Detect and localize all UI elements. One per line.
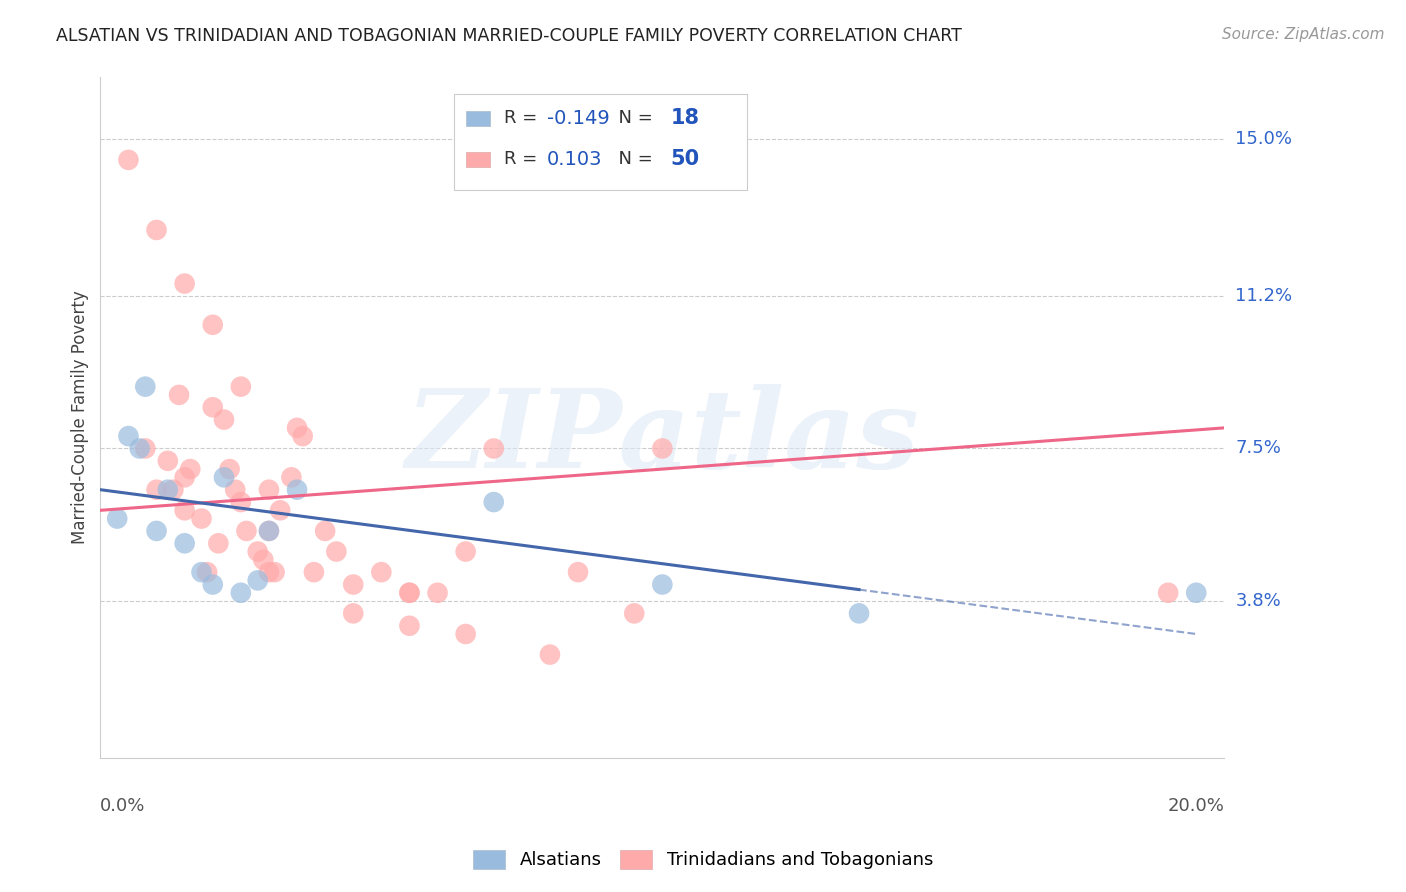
Text: 0.0%: 0.0% [100,797,146,814]
FancyBboxPatch shape [465,111,491,126]
Point [167,388,190,402]
Point [1157,586,1180,600]
Point [370,565,392,579]
Point [651,442,673,456]
Point [257,565,280,579]
Text: ZIPatlas: ZIPatlas [405,384,920,491]
Point [257,483,280,497]
Text: -0.149: -0.149 [547,109,609,128]
Point [195,565,218,579]
Text: 50: 50 [671,149,699,169]
Text: 20.0%: 20.0% [1167,797,1225,814]
Point [212,470,235,484]
Point [134,379,156,393]
Point [269,503,291,517]
Point [398,586,420,600]
FancyBboxPatch shape [465,152,491,167]
Point [145,483,167,497]
Text: N =: N = [607,150,659,168]
Point [257,524,280,538]
Point [173,503,195,517]
Point [848,607,870,621]
Point [454,627,477,641]
Text: 11.2%: 11.2% [1236,287,1292,305]
Point [257,524,280,538]
Point [426,586,449,600]
Point [229,379,252,393]
Point [229,586,252,600]
FancyBboxPatch shape [454,95,747,190]
Point [156,483,179,497]
Point [246,574,269,588]
Point [567,565,589,579]
Point [190,511,212,525]
Point [623,607,645,621]
Point [190,565,212,579]
Text: 18: 18 [671,108,699,128]
Point [173,536,195,550]
Point [173,277,195,291]
Point [117,429,139,443]
Point [246,544,269,558]
Point [1185,586,1208,600]
Point [201,318,224,332]
Point [342,607,364,621]
Y-axis label: Married-Couple Family Poverty: Married-Couple Family Poverty [72,291,89,544]
Point [235,524,257,538]
Point [291,429,314,443]
Text: 15.0%: 15.0% [1236,130,1292,148]
Point [538,648,561,662]
Point [218,462,240,476]
Point [156,454,179,468]
Text: R =: R = [503,109,543,128]
Point [224,483,246,497]
Text: 0.103: 0.103 [547,150,602,169]
Point [229,495,252,509]
Point [179,462,201,476]
Point [201,577,224,591]
Text: Source: ZipAtlas.com: Source: ZipAtlas.com [1222,27,1385,42]
Text: 7.5%: 7.5% [1236,440,1281,458]
Point [398,586,420,600]
Point [145,524,167,538]
Point [162,483,184,497]
Point [145,223,167,237]
Point [263,565,285,579]
Point [398,619,420,633]
Point [128,442,150,456]
Point [105,511,128,525]
Point [302,565,325,579]
Text: ALSATIAN VS TRINIDADIAN AND TOBAGONIAN MARRIED-COUPLE FAMILY POVERTY CORRELATION: ALSATIAN VS TRINIDADIAN AND TOBAGONIAN M… [56,27,962,45]
Point [482,442,505,456]
Point [651,577,673,591]
Text: 3.8%: 3.8% [1236,592,1281,610]
Point [173,470,195,484]
Text: N =: N = [607,109,659,128]
Text: R =: R = [503,150,543,168]
Point [342,577,364,591]
Point [280,470,302,484]
Point [482,495,505,509]
Point [454,544,477,558]
Point [314,524,336,538]
Point [285,421,308,435]
Legend: Alsatians, Trinidadians and Tobagonians: Alsatians, Trinidadians and Tobagonians [464,841,942,879]
Point [285,483,308,497]
Point [325,544,347,558]
Point [117,153,139,167]
Point [201,401,224,415]
Point [134,442,156,456]
Point [252,553,274,567]
Point [212,412,235,426]
Point [207,536,229,550]
